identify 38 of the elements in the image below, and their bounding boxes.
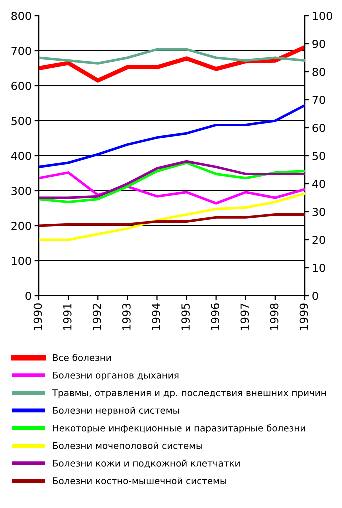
x-tick-label: 1990 xyxy=(34,304,42,330)
y2-tick-label: 60 xyxy=(312,124,326,132)
x-tick-label: 1993 xyxy=(122,304,131,330)
legend-label: Некоторые инфекционные и паразитарные болезни xyxy=(53,424,306,434)
y-tick-label: 700 xyxy=(12,46,32,56)
y2-tick-label: 90 xyxy=(312,40,326,48)
legend-label: Все болезни xyxy=(53,354,112,362)
y2-tick-label: 80 xyxy=(312,68,326,76)
y-tick-label: 400 xyxy=(11,152,32,160)
x-tick-label: 1996 xyxy=(211,304,220,330)
legend-label: Травмы, отравления и др. последствия внешних причин xyxy=(52,390,326,398)
legend-label: Болезни кожи и подкожной клетчатки xyxy=(53,460,240,468)
y2-tick-label: 100 xyxy=(313,12,332,20)
y-tick-label: 800 xyxy=(12,12,32,20)
y2-tick-label: 20 xyxy=(312,236,326,244)
y2-tick-label: 30 xyxy=(312,208,326,216)
x-tick-label: 1997 xyxy=(240,304,250,330)
y2-tick-label: 70 xyxy=(312,96,326,104)
x-tick-label: 1994 xyxy=(152,304,160,330)
y2-tick-label: 0 xyxy=(312,292,318,300)
y-tick-label: 500 xyxy=(12,116,32,126)
y-tick-label: 300 xyxy=(12,186,32,196)
x-tick-label: 1992 xyxy=(92,304,102,330)
x-tick-label: 1998 xyxy=(270,304,279,330)
x-tick-label: 1999 xyxy=(300,304,308,330)
x-tick-label: 1995 xyxy=(182,304,190,330)
y-tick-label: 600 xyxy=(12,82,32,90)
y-tick-label: 100 xyxy=(12,256,32,266)
y2-tick-label: 50 xyxy=(312,152,326,160)
y-tick-label: 200 xyxy=(12,222,32,230)
y2-tick-label: 10 xyxy=(313,264,326,272)
y2-tick-label: 40 xyxy=(312,180,326,188)
x-tick-label: 1991 xyxy=(63,304,72,330)
legend-label: Болезни мочеполовой системы xyxy=(53,442,202,450)
y-tick-label: 0 xyxy=(26,292,32,300)
legend-label: Болезни нервной системы xyxy=(53,406,180,416)
legend-label: Болезни органов дыхания xyxy=(53,372,179,381)
legend-label: Болезни костно-мышечной системы xyxy=(53,477,226,484)
